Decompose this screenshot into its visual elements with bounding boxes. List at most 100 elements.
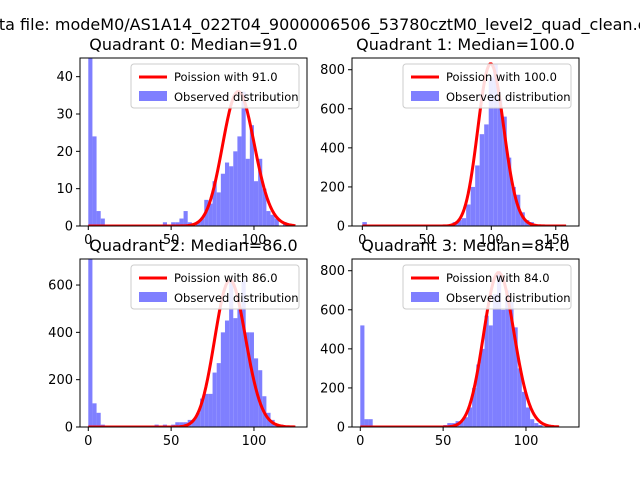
y-tick-label: 600: [320, 102, 345, 117]
legend-box: [130, 264, 300, 310]
histogram-bar: [476, 364, 481, 427]
histogram-bar: [241, 91, 246, 226]
x-tick-label: 150: [543, 233, 568, 248]
histogram-bar: [88, 259, 93, 427]
x-tick-label: 50: [419, 233, 436, 248]
histogram-bar: [96, 211, 101, 226]
histogram-bar: [200, 218, 205, 226]
plot-area: [362, 62, 567, 226]
y-tick-label: 20: [56, 145, 73, 160]
histogram-bar: [472, 387, 477, 427]
histogram-bar: [249, 332, 254, 427]
y-tick-label: 200: [320, 381, 345, 396]
panel-quadrant-2: 0 50 100 0 200 400 600 Poission with 86.0 Observ…: [48, 236, 308, 449]
histogram-bar: [497, 99, 503, 226]
histogram-bar: [505, 290, 510, 427]
histogram-bar: [229, 280, 234, 427]
legend-patch-swatch: [411, 292, 439, 302]
axes-frame: [351, 57, 580, 227]
histogram-bar: [496, 272, 502, 427]
histogram-bar: [459, 421, 464, 427]
histogram-bar: [457, 220, 462, 226]
histogram-bar: [484, 124, 489, 226]
histogram-bar: [502, 116, 507, 226]
histogram-bar: [520, 212, 525, 226]
histogram-bar: [220, 332, 225, 427]
histogram-bar: [220, 173, 225, 226]
histogram-bar: [538, 425, 543, 427]
legend-label-observed: Observed distribution: [174, 90, 299, 104]
x-tick-label: 100: [242, 434, 267, 449]
histogram-bar: [368, 419, 373, 427]
histogram-bar: [493, 63, 498, 226]
histogram-bar: [200, 398, 205, 427]
histogram-bar: [530, 419, 535, 427]
histogram-bar: [245, 158, 250, 226]
panel-quadrant-1: 0 50 100 150 0 200 400 600 800 Poission with 100.…: [320, 35, 580, 248]
histogram-bar: [212, 181, 217, 226]
plot-area: [88, 259, 296, 427]
y-tick-label: 600: [48, 279, 73, 294]
histogram-bar: [511, 186, 516, 226]
histogram-bar: [479, 134, 485, 226]
x-tick-label: 100: [514, 434, 539, 449]
histogram-bar: [521, 391, 526, 427]
histogram-bar: [501, 309, 506, 427]
histogram-bar: [92, 136, 97, 226]
histogram-bar: [195, 412, 201, 427]
histogram-bar: [506, 157, 512, 226]
histogram-bar: [517, 368, 522, 427]
legend-patch-swatch: [139, 292, 167, 302]
histogram-bar: [179, 218, 184, 226]
legend: Poission with 84.0 Observed distribution: [402, 264, 572, 310]
histogram-bar: [525, 407, 531, 427]
x-tick-label: 0: [84, 434, 92, 449]
histogram-bar: [216, 363, 221, 427]
histogram-bar: [463, 417, 468, 427]
histogram-bar: [360, 325, 365, 427]
y-tick-label: 200: [48, 373, 73, 388]
histogram-bar: [233, 318, 238, 427]
x-tick-label: 100: [479, 233, 504, 248]
y-tick-label: 30: [56, 108, 73, 123]
legend: Poission with 91.0 Observed distribution: [130, 63, 300, 109]
histogram-bar: [183, 211, 188, 226]
axes-frame: [79, 258, 308, 428]
histogram-bar: [534, 423, 539, 427]
histogram-bar: [262, 188, 267, 226]
histogram-bar: [258, 158, 263, 226]
legend-box: [130, 63, 300, 109]
histogram-bar: [362, 222, 367, 226]
histogram-bar: [179, 422, 184, 427]
legend-label-poisson: Poission with 86.0: [174, 271, 278, 285]
y-tick-label: 0: [65, 220, 73, 235]
legend-patch-swatch: [139, 91, 167, 101]
histogram-bar: [241, 280, 246, 427]
histogram-bar: [447, 423, 452, 427]
histogram-bar: [467, 407, 473, 427]
histogram-bar: [274, 218, 279, 226]
histogram-bar: [191, 419, 196, 427]
legend-label-observed: Observed distribution: [174, 291, 299, 305]
histogram-bar: [92, 403, 97, 427]
legend: Poission with 86.0 Observed distribution: [130, 264, 300, 310]
histogram-bar: [484, 315, 489, 427]
legend-box: [402, 63, 572, 109]
axes-frame: [351, 258, 580, 428]
histogram-bar: [216, 192, 221, 226]
y-tick-label: 800: [320, 264, 345, 279]
histogram-bar: [488, 325, 493, 427]
histogram-bar: [100, 218, 105, 226]
histogram-bar: [237, 308, 242, 427]
histogram-bar: [492, 294, 497, 427]
poisson-curve: [360, 271, 560, 427]
histogram-bar: [88, 58, 93, 226]
y-tick-label: 600: [320, 303, 345, 318]
histogram-bar: [461, 218, 467, 226]
y-tick-label: 400: [320, 342, 345, 357]
histogram-bar: [364, 419, 369, 427]
histogram-bar: [229, 166, 234, 226]
x-tick-label: 50: [435, 434, 452, 449]
panel-quadrant-3: 0 50 100 0 200 400 600 800 Poission with 84.0 Obs…: [320, 236, 580, 449]
axes-frame: [79, 57, 308, 227]
